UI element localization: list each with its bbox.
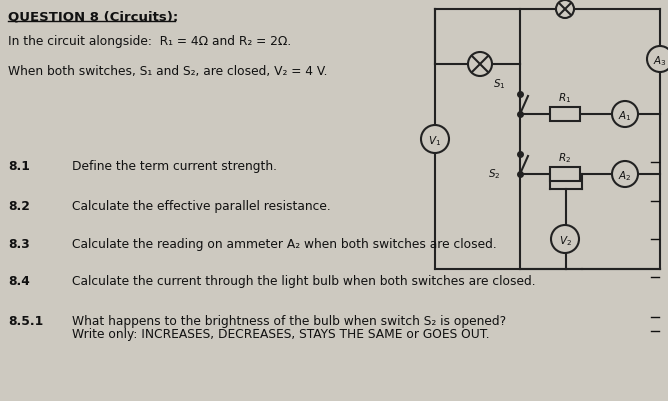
Text: Define the term current strength.: Define the term current strength. (72, 160, 277, 172)
Text: QUESTION 8 (Circuits):: QUESTION 8 (Circuits): (8, 10, 178, 23)
Text: $V_1$: $V_1$ (428, 134, 442, 148)
Text: $A_3$: $A_3$ (653, 54, 667, 68)
Text: 8.3: 8.3 (8, 237, 30, 250)
Text: 8.1: 8.1 (8, 160, 30, 172)
Circle shape (468, 53, 492, 77)
Text: Calculate the effective parallel resistance.: Calculate the effective parallel resista… (72, 200, 331, 213)
Text: $A_1$: $A_1$ (618, 109, 632, 123)
Circle shape (612, 102, 638, 128)
Text: When both switches, S₁ and S₂, are closed, V₂ = 4 V.: When both switches, S₁ and S₂, are close… (8, 65, 327, 78)
Text: 8.5.1: 8.5.1 (8, 314, 43, 327)
Circle shape (551, 225, 579, 253)
Text: $S_1$: $S_1$ (493, 77, 506, 91)
Text: Write only: INCREASES, DECREASES, STAYS THE SAME or GOES OUT.: Write only: INCREASES, DECREASES, STAYS … (72, 327, 490, 340)
Circle shape (612, 162, 638, 188)
Text: $R_1$: $R_1$ (558, 91, 572, 105)
Text: Calculate the current through the light bulb when both switches are closed.: Calculate the current through the light … (72, 274, 536, 287)
Bar (550, 108, 580, 122)
Text: In the circuit alongside:  R₁ = 4Ω and R₂ = 2Ω.: In the circuit alongside: R₁ = 4Ω and R₂… (8, 35, 291, 48)
Text: What happens to the brightness of the bulb when switch S₂ is opened?: What happens to the brightness of the bu… (72, 314, 506, 327)
Circle shape (421, 126, 449, 154)
Text: $R_2$: $R_2$ (558, 151, 572, 164)
Text: 8.2: 8.2 (8, 200, 30, 213)
Text: 8.4: 8.4 (8, 274, 30, 287)
Text: $V_2$: $V_2$ (558, 233, 571, 247)
Text: Calculate the reading on ammeter A₂ when both switches are closed.: Calculate the reading on ammeter A₂ when… (72, 237, 497, 250)
Circle shape (647, 47, 668, 73)
Text: $A_2$: $A_2$ (619, 169, 632, 182)
Bar (550, 168, 580, 182)
Circle shape (556, 1, 574, 19)
Text: $S_2$: $S_2$ (488, 166, 500, 180)
